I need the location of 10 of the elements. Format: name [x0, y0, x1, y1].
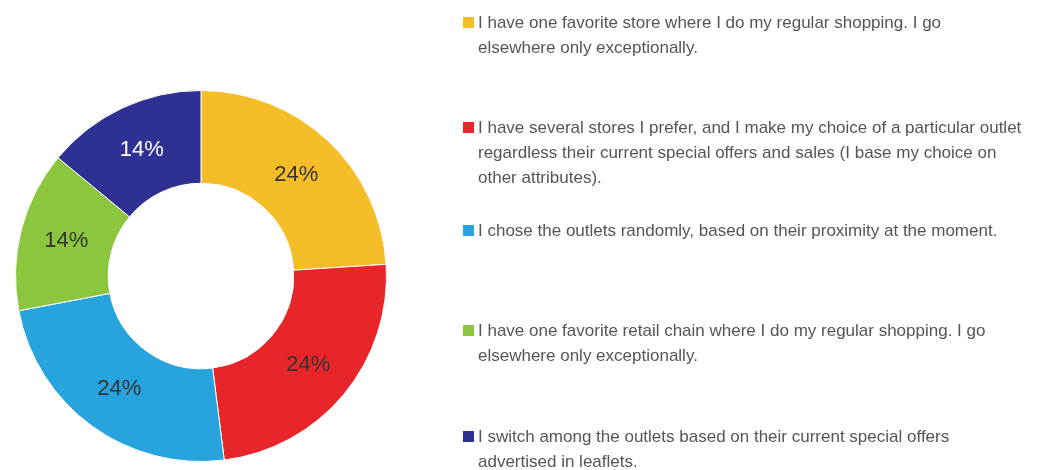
- data-label: 24%: [286, 350, 331, 376]
- legend-label: I have one favorite retail chain where I do my regular shopping. I go elsewhere only exceptionally.: [478, 320, 987, 367]
- legend-label: I have several stores I prefer, and I make my choice of a particular outlet regardless their current special offers and sales (I base my choice on other attributes).: [478, 117, 1023, 189]
- data-label: 14%: [44, 227, 89, 253]
- data-label: 14%: [119, 136, 164, 162]
- legend-label: I chose the outlets randomly, based on their proximity at the moment.: [478, 220, 998, 242]
- data-label: 24%: [274, 160, 319, 186]
- legend-label: I switch among the outlets based on their current special offers advertised in leaflets.: [478, 426, 951, 470]
- data-label: 24%: [97, 374, 142, 400]
- legend-label: I have one favorite store where I do my regular shopping. I go elsewhere only exceptionally.: [478, 12, 943, 59]
